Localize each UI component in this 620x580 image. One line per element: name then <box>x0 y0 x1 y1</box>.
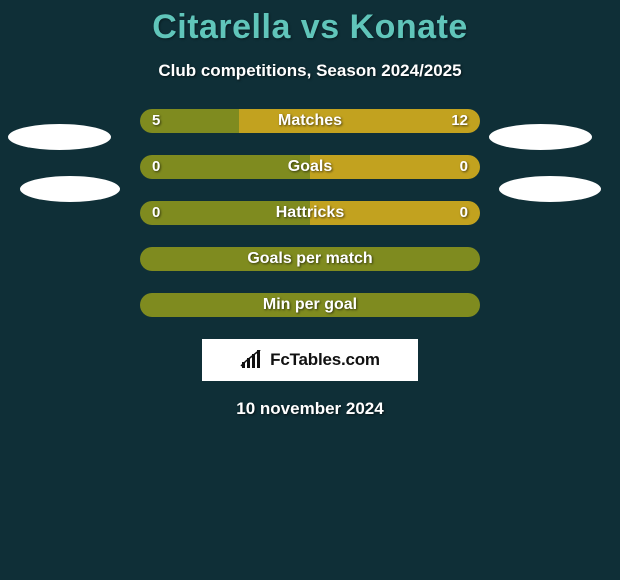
stat-row-goals: 0 Goals 0 <box>140 155 480 179</box>
stat-label: Goals <box>140 155 480 179</box>
player-ellipse <box>499 176 601 202</box>
stat-value-right: 0 <box>460 201 468 225</box>
stat-row-goals-per-match: Goals per match <box>140 247 480 271</box>
subtitle: Club competitions, Season 2024/2025 <box>0 61 620 81</box>
stat-row-min-per-goal: Min per goal <box>140 293 480 317</box>
stat-value-right: 12 <box>451 109 468 133</box>
brand-text: FcTables.com <box>270 350 380 370</box>
player-ellipse <box>20 176 120 202</box>
stat-row-hattricks: 0 Hattricks 0 <box>140 201 480 225</box>
stat-label: Goals per match <box>140 247 480 271</box>
stat-value-right: 0 <box>460 155 468 179</box>
stat-label: Min per goal <box>140 293 480 317</box>
stat-label: Hattricks <box>140 201 480 225</box>
stat-row-matches: 5 Matches 12 <box>140 109 480 133</box>
player-ellipse <box>8 124 111 150</box>
comparison-card: Citarella vs Konate Club competitions, S… <box>0 0 620 580</box>
stat-label: Matches <box>140 109 480 133</box>
brand-badge[interactable]: FcTables.com <box>202 339 418 381</box>
player-ellipse <box>489 124 592 150</box>
page-title: Citarella vs Konate <box>0 0 620 47</box>
date-text: 10 november 2024 <box>0 399 620 419</box>
bar-chart-icon <box>240 350 264 370</box>
